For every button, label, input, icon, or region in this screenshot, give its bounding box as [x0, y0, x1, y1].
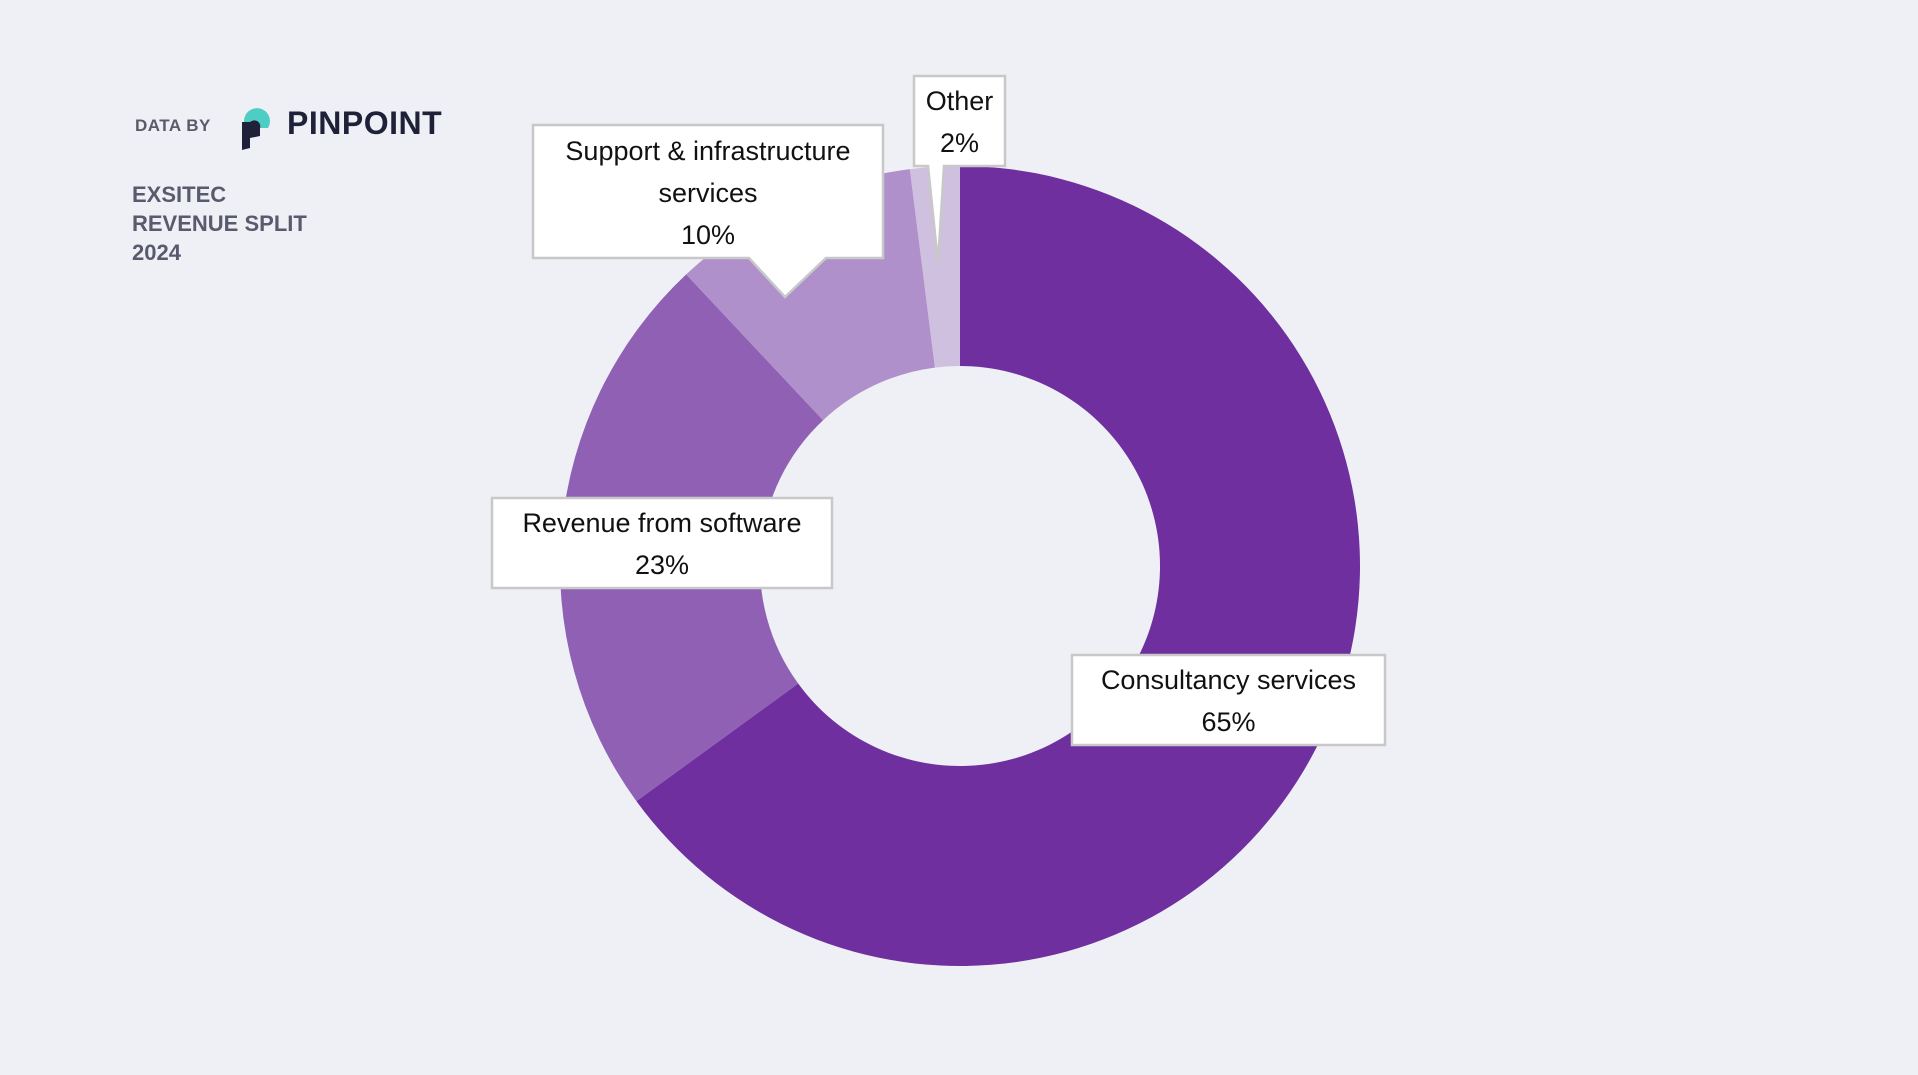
- data-label-support: Support & infrastructure services 10%: [533, 130, 883, 256]
- label-value: 2%: [939, 128, 980, 158]
- callout-software: [490, 496, 834, 590]
- pinpoint-logo-icon: [242, 108, 270, 150]
- data-label-other: Other 2%: [914, 80, 1005, 164]
- callout-other: [912, 74, 1007, 264]
- title-line: EXSITEC: [132, 182, 227, 207]
- title-line: REVENUE SPLIT: [132, 211, 307, 236]
- data-label-software: Revenue from software 23%: [492, 502, 832, 586]
- label-value: 23%: [634, 550, 690, 580]
- chart-title: EXSITEC REVENUE SPLIT 2024: [132, 180, 307, 267]
- pinpoint-brand: PINPOINT: [287, 105, 443, 141]
- slice-consultancy-services: [636, 166, 1360, 967]
- slice-other: [909, 166, 960, 368]
- label-name: Revenue from software: [522, 508, 802, 538]
- label-name: Support & infrastructure: [565, 136, 851, 166]
- label-value: 10%: [680, 220, 736, 250]
- data-label-consultancy: Consultancy services 65%: [1072, 659, 1385, 743]
- label-value: 65%: [1201, 707, 1256, 737]
- label-name: Consultancy services: [1100, 665, 1357, 695]
- title-line: 2024: [132, 240, 181, 265]
- label-name: Other: [925, 86, 994, 116]
- label-name: services: [658, 178, 758, 208]
- callout-support: [531, 123, 885, 299]
- callout-consultancy: [1070, 653, 1387, 747]
- data-by-label: DATA BY: [135, 116, 211, 135]
